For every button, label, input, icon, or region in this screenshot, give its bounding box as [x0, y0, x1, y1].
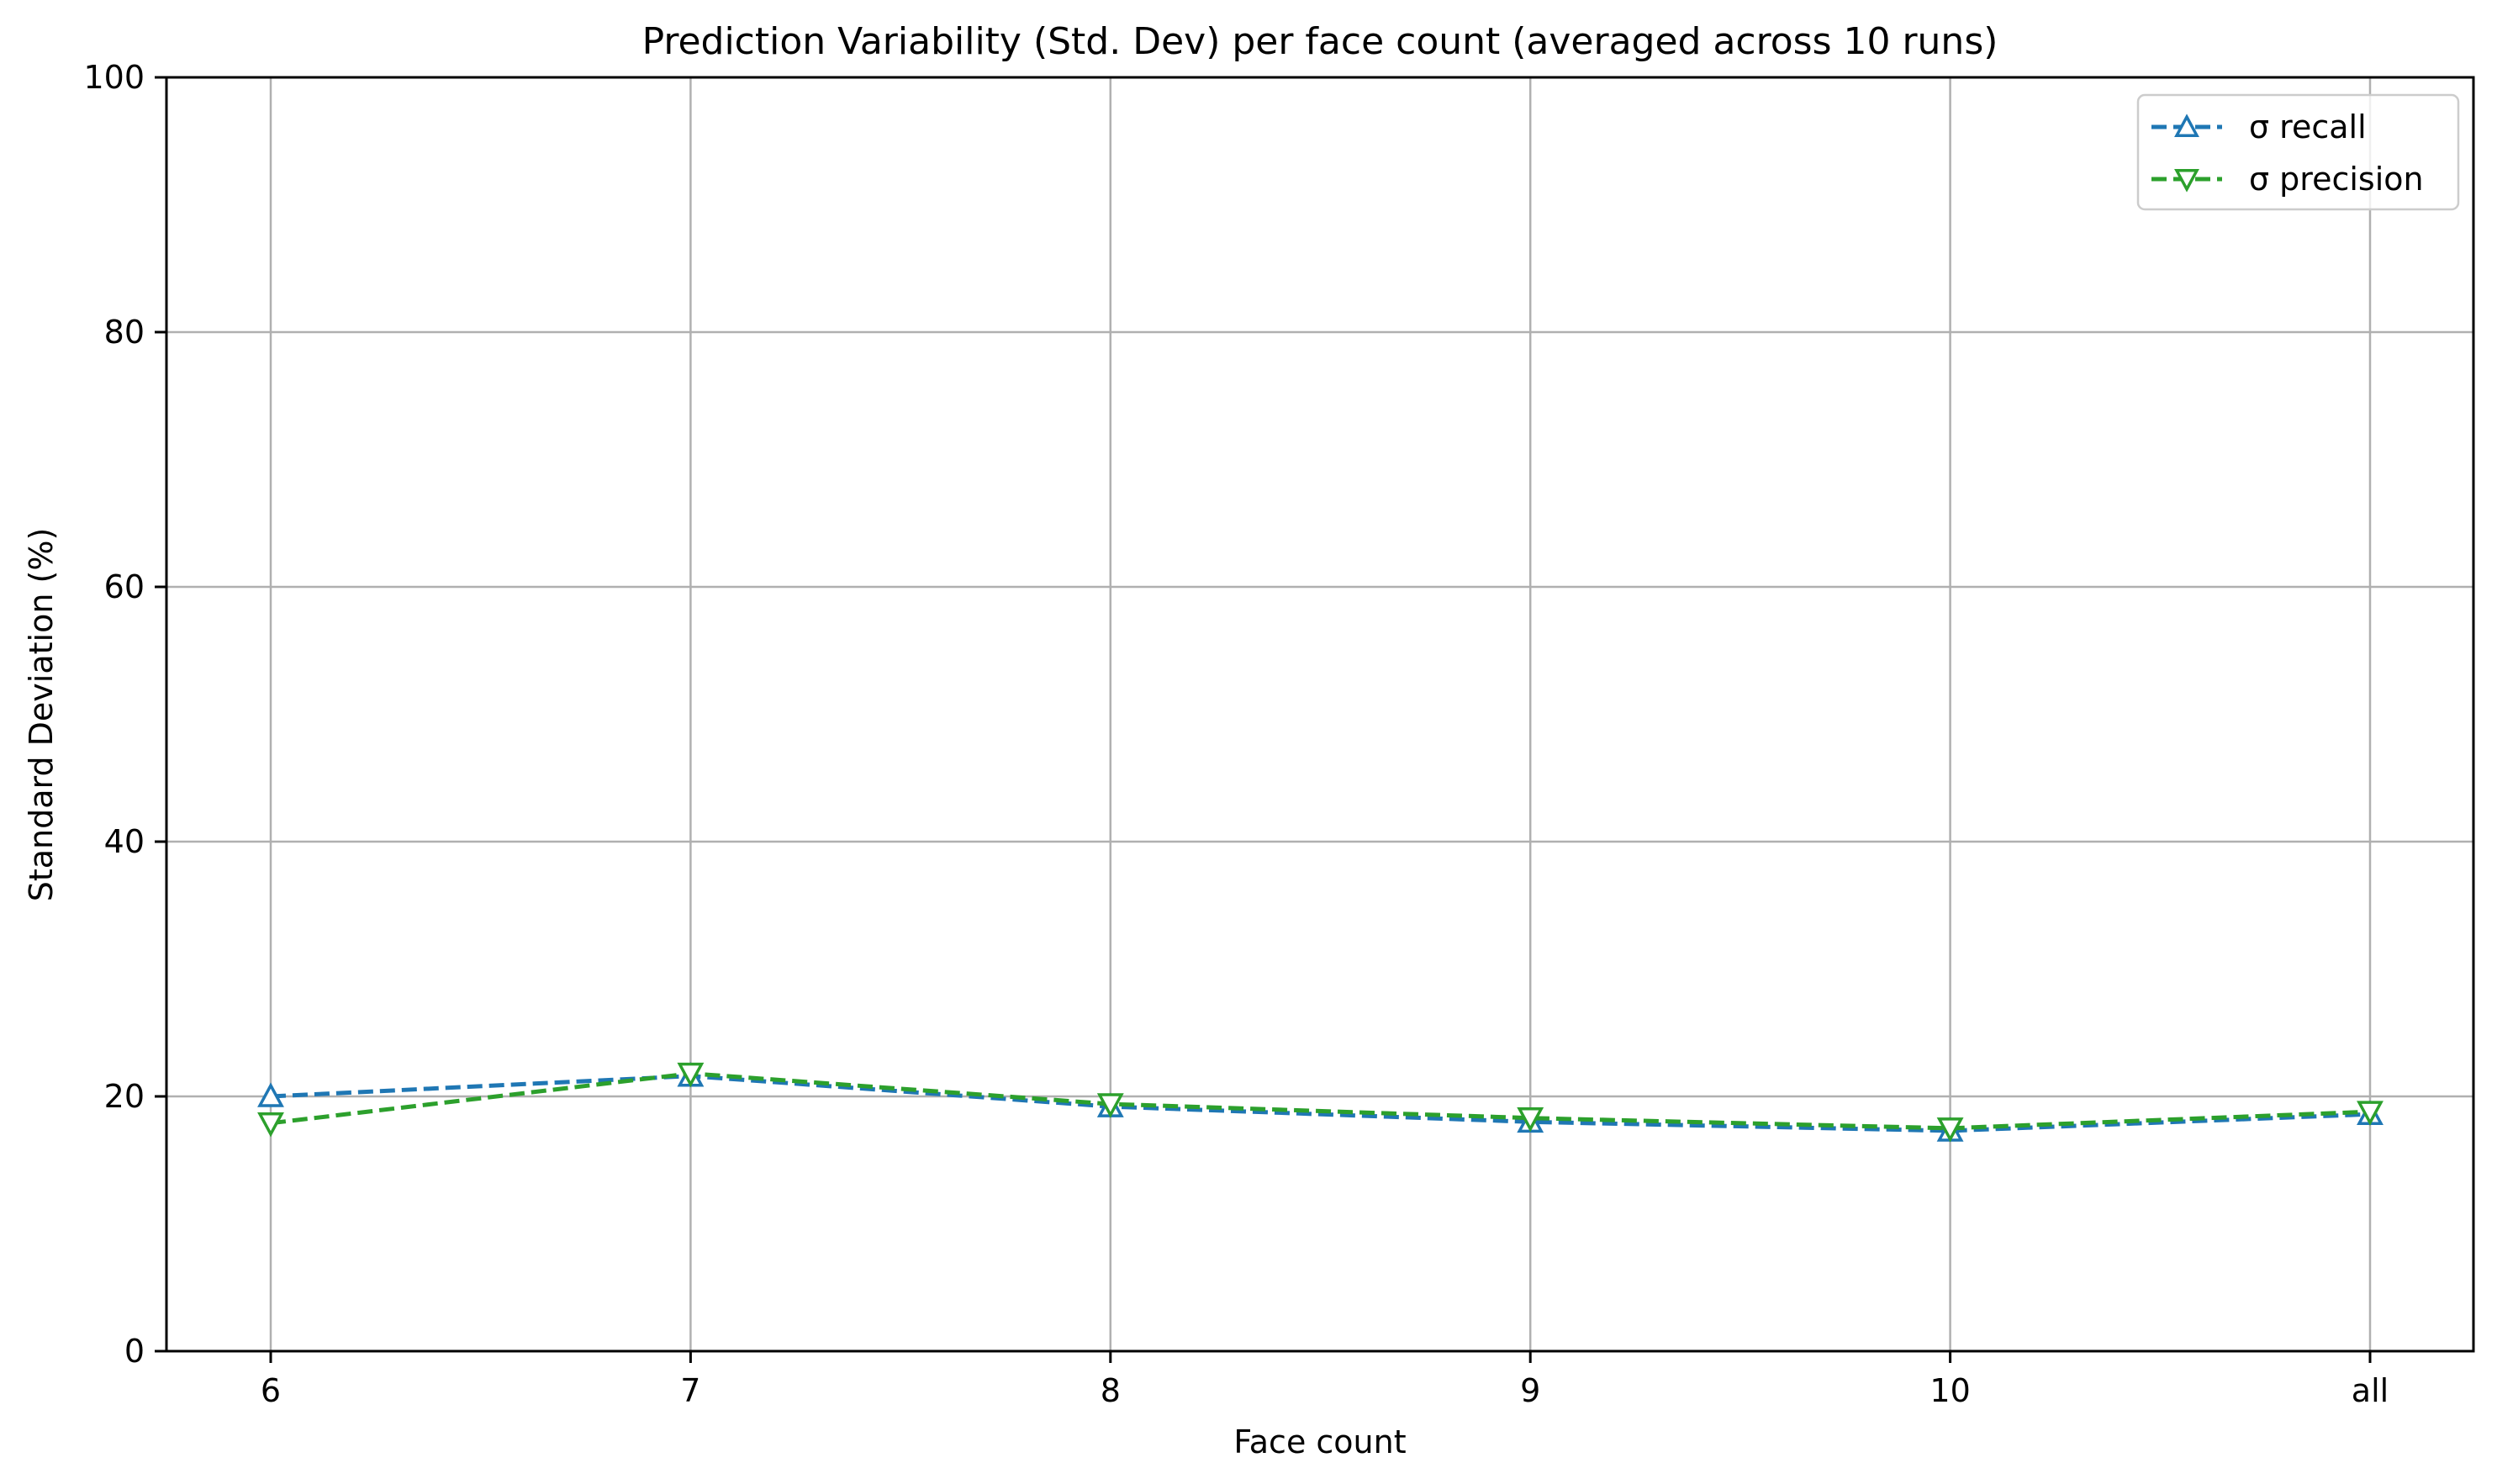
legend: σ recall σ precision: [2136, 93, 2460, 211]
y-tick-label: 0: [124, 1333, 145, 1370]
plot-frame: [165, 76, 2475, 1353]
x-tick-label: 6: [261, 1372, 281, 1409]
triangle-down-icon: [2174, 169, 2199, 193]
triangle-up-icon: [2174, 114, 2199, 137]
data-point: [1936, 1117, 1964, 1143]
x-tick-label: all: [2352, 1372, 2389, 1409]
data-point: [2357, 1101, 2384, 1126]
chart-title: Prediction Variability (Std. Dev) per fa…: [642, 20, 1998, 63]
series-line: [270, 1071, 2371, 1131]
x-tick-label: 10: [1930, 1372, 1970, 1409]
x-tick-label: 8: [1101, 1372, 1121, 1409]
y-axis-label: Standard Deviation (%): [23, 528, 60, 902]
data-point: [257, 1082, 284, 1107]
series-line: [270, 1074, 2371, 1133]
y-tick-label: 20: [104, 1078, 145, 1115]
y-tick-label: 80: [104, 314, 145, 351]
x-axis-label: Face count: [1233, 1423, 1406, 1460]
legend-label: σ precision: [2249, 161, 2424, 198]
data-point: [1517, 1106, 1544, 1133]
x-tick-label: 7: [680, 1372, 700, 1409]
data-point: [257, 1112, 284, 1138]
grid-lines: [166, 76, 2473, 1353]
series-group: [257, 1062, 2384, 1143]
x-tick-label: 9: [1520, 1372, 1540, 1409]
data-point: [677, 1062, 705, 1088]
y-tick-label: 40: [104, 823, 145, 860]
axes: 6 7 8 9 10 all 0 20 40 60 80 100: [83, 59, 2475, 1409]
data-point: [1096, 1093, 1124, 1118]
y-tick-label: 100: [83, 59, 145, 96]
y-tick-label: 60: [104, 568, 145, 605]
legend-label: σ recall: [2249, 108, 2367, 145]
